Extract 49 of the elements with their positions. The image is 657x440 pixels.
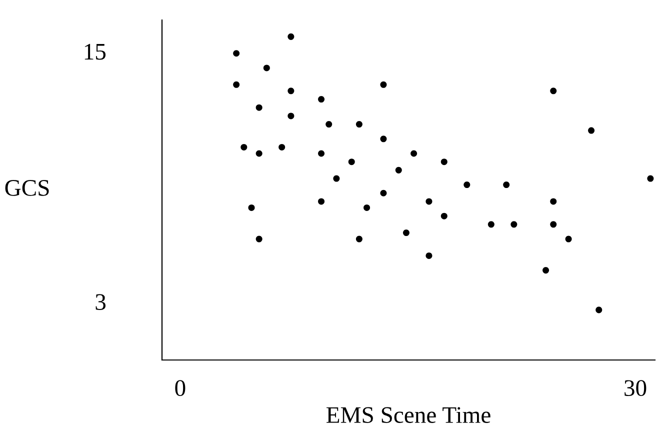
point (278, 144, 286, 150)
x-axis-title: EMS Scene Time (326, 407, 490, 424)
point (550, 221, 557, 228)
point (488, 221, 494, 228)
point (288, 88, 294, 94)
point (288, 33, 294, 40)
point (410, 150, 418, 157)
point (440, 212, 448, 220)
point (426, 198, 432, 205)
point (240, 144, 248, 150)
point (326, 121, 332, 128)
point (395, 166, 402, 174)
x-tick-label: 0 (175, 380, 186, 396)
point (510, 221, 518, 228)
x-tick-label: 30 (624, 380, 646, 396)
point (348, 158, 355, 166)
point (356, 121, 362, 128)
point (380, 190, 387, 196)
point (333, 175, 340, 182)
point (550, 198, 557, 205)
point (426, 252, 432, 259)
point (647, 175, 654, 182)
point (402, 230, 410, 236)
point (256, 104, 262, 111)
point (440, 158, 448, 166)
y-tick-label: 15 (84, 44, 106, 60)
y-axis-title: GCS (5, 180, 49, 196)
point (588, 127, 595, 134)
point (256, 150, 262, 157)
point (263, 64, 270, 72)
point (565, 236, 572, 242)
point (596, 306, 602, 314)
point (233, 81, 240, 88)
point (542, 267, 550, 274)
point (380, 136, 387, 142)
point (248, 204, 255, 211)
point (318, 150, 325, 157)
point (464, 182, 470, 188)
point (364, 204, 370, 211)
point (256, 236, 262, 242)
point (318, 198, 325, 205)
point (380, 81, 387, 88)
point (233, 50, 240, 57)
point (356, 236, 362, 242)
y-tick-label: 3 (96, 294, 106, 310)
point (288, 112, 294, 120)
point (503, 182, 510, 188)
point (550, 88, 557, 94)
point (318, 96, 325, 103)
